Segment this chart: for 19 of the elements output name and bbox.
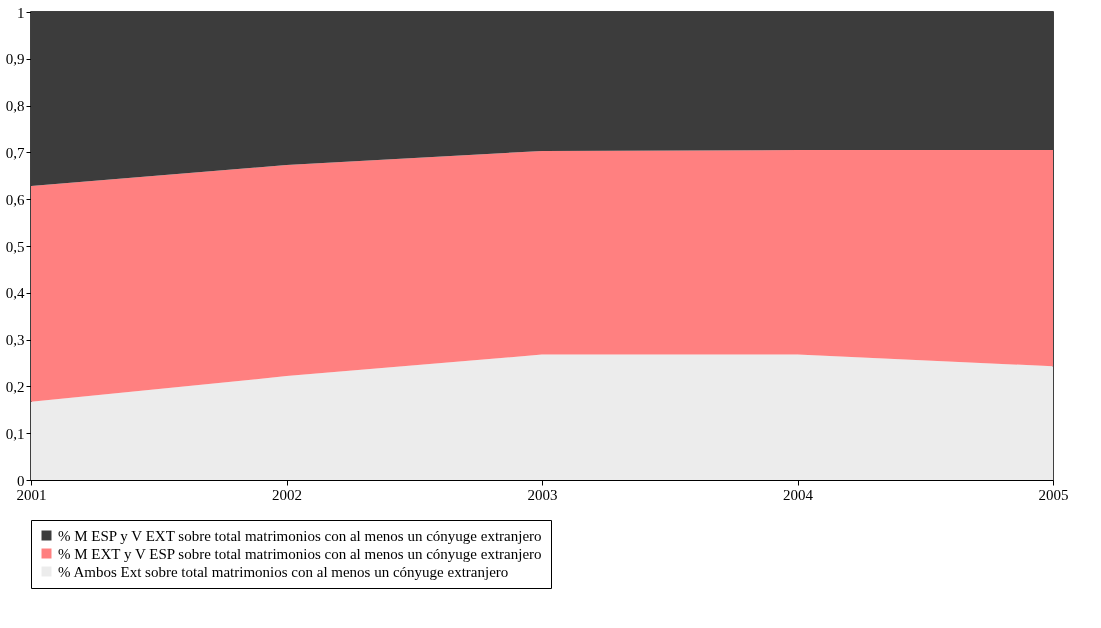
y-tick-label: 0,9 bbox=[5, 51, 25, 68]
y-tick-label: 0,6 bbox=[5, 191, 25, 208]
x-tick-label: 2002 bbox=[272, 486, 302, 503]
legend-label: % M EXT y V ESP sobre total matrimonios con al menos un cónyuge extranjero bbox=[58, 545, 542, 562]
x-tick-label: 2003 bbox=[527, 486, 558, 503]
y-tick-label: 0,3 bbox=[5, 332, 25, 349]
y-tick-label: 0 bbox=[17, 472, 25, 489]
y-tick-label: 0,7 bbox=[5, 144, 25, 161]
x-tick-label: 2005 bbox=[1038, 486, 1069, 503]
legend-label: % Ambos Ext sobre total matrimonios con al menos un cónyuge extranjero bbox=[58, 563, 509, 580]
legend-label: % M ESP y V EXT sobre total matrimonios con al menos un cónyuge extranjero bbox=[58, 527, 542, 544]
y-tick-label: 0,5 bbox=[5, 238, 25, 255]
y-tick-label: 0,8 bbox=[5, 98, 25, 115]
y-tick-label: 1 bbox=[17, 4, 25, 21]
y-tick-label: 0,4 bbox=[5, 285, 25, 302]
y-tick-label: 0,1 bbox=[5, 425, 25, 442]
x-tick-label: 2004 bbox=[783, 486, 814, 503]
y-tick-label: 0,2 bbox=[5, 378, 25, 395]
x-tick-label: 2001 bbox=[16, 486, 47, 503]
